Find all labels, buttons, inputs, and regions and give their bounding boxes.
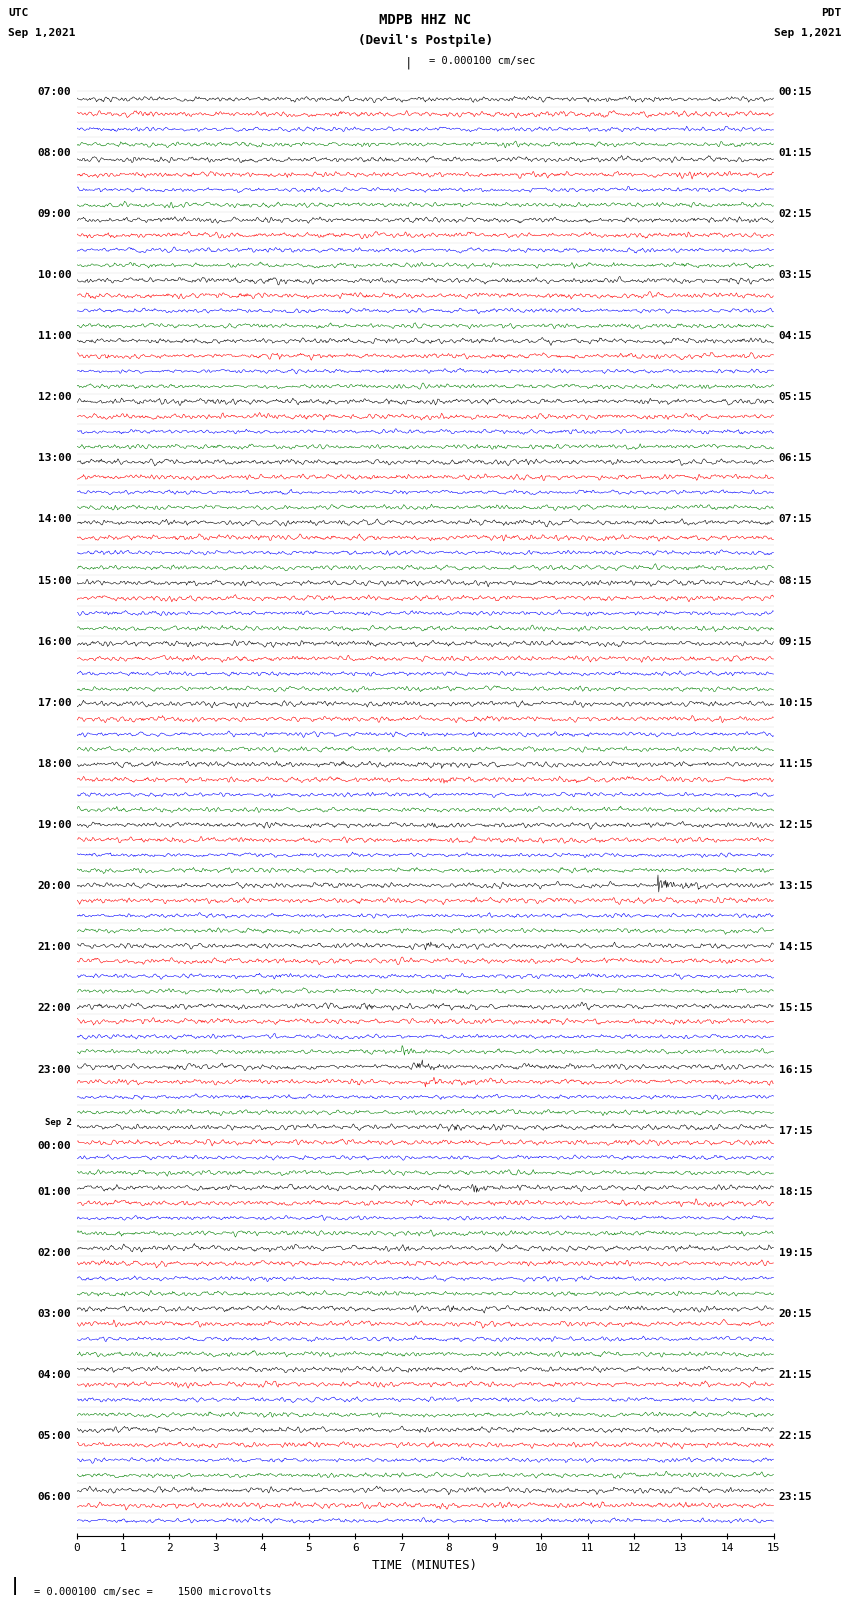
Text: UTC: UTC (8, 8, 29, 18)
Text: 06:15: 06:15 (779, 453, 813, 463)
Text: 09:00: 09:00 (37, 208, 71, 219)
Text: 05:00: 05:00 (37, 1431, 71, 1442)
Text: 03:15: 03:15 (779, 269, 813, 281)
Text: 19:15: 19:15 (779, 1248, 813, 1258)
Text: 15:15: 15:15 (779, 1003, 813, 1013)
Text: 08:15: 08:15 (779, 576, 813, 586)
Text: 01:00: 01:00 (37, 1187, 71, 1197)
Text: 06:00: 06:00 (37, 1492, 71, 1502)
Text: 07:15: 07:15 (779, 515, 813, 524)
Text: 10:00: 10:00 (37, 269, 71, 281)
Text: 20:00: 20:00 (37, 881, 71, 890)
Text: 21:00: 21:00 (37, 942, 71, 952)
Text: 16:00: 16:00 (37, 637, 71, 647)
Text: Sep 2: Sep 2 (44, 1118, 71, 1127)
Text: 08:00: 08:00 (37, 148, 71, 158)
Text: 15:00: 15:00 (37, 576, 71, 586)
Text: 11:15: 11:15 (779, 758, 813, 769)
Text: 01:15: 01:15 (779, 148, 813, 158)
Text: |: | (10, 1578, 20, 1595)
Text: 18:00: 18:00 (37, 758, 71, 769)
Text: 02:00: 02:00 (37, 1248, 71, 1258)
Text: 05:15: 05:15 (779, 392, 813, 402)
Text: 14:15: 14:15 (779, 942, 813, 952)
Text: 14:00: 14:00 (37, 515, 71, 524)
Text: 22:15: 22:15 (779, 1431, 813, 1442)
Text: MDPB HHZ NC: MDPB HHZ NC (379, 13, 471, 26)
Text: 12:15: 12:15 (779, 819, 813, 831)
Text: = 0.000100 cm/sec: = 0.000100 cm/sec (429, 56, 536, 66)
Text: Sep 1,2021: Sep 1,2021 (774, 27, 842, 37)
Text: 10:15: 10:15 (779, 698, 813, 708)
X-axis label: TIME (MINUTES): TIME (MINUTES) (372, 1558, 478, 1571)
Text: 03:00: 03:00 (37, 1310, 71, 1319)
Text: 19:00: 19:00 (37, 819, 71, 831)
Text: |: | (405, 56, 411, 69)
Text: (Devil's Postpile): (Devil's Postpile) (358, 34, 492, 47)
Text: = 0.000100 cm/sec =    1500 microvolts: = 0.000100 cm/sec = 1500 microvolts (34, 1587, 271, 1597)
Text: 16:15: 16:15 (779, 1065, 813, 1074)
Text: 09:15: 09:15 (779, 637, 813, 647)
Text: 12:00: 12:00 (37, 392, 71, 402)
Text: 07:00: 07:00 (37, 87, 71, 97)
Text: 23:00: 23:00 (37, 1065, 71, 1074)
Text: 04:15: 04:15 (779, 331, 813, 340)
Text: 17:00: 17:00 (37, 698, 71, 708)
Text: 17:15: 17:15 (779, 1126, 813, 1136)
Text: 21:15: 21:15 (779, 1369, 813, 1381)
Text: 22:00: 22:00 (37, 1003, 71, 1013)
Text: 04:00: 04:00 (37, 1369, 71, 1381)
Text: 11:00: 11:00 (37, 331, 71, 340)
Text: 18:15: 18:15 (779, 1187, 813, 1197)
Text: PDT: PDT (821, 8, 842, 18)
Text: Sep 1,2021: Sep 1,2021 (8, 27, 76, 37)
Text: 13:00: 13:00 (37, 453, 71, 463)
Text: 13:15: 13:15 (779, 881, 813, 890)
Text: 00:00: 00:00 (37, 1140, 71, 1152)
Text: 20:15: 20:15 (779, 1310, 813, 1319)
Text: 23:15: 23:15 (779, 1492, 813, 1502)
Text: 00:15: 00:15 (779, 87, 813, 97)
Text: 02:15: 02:15 (779, 208, 813, 219)
